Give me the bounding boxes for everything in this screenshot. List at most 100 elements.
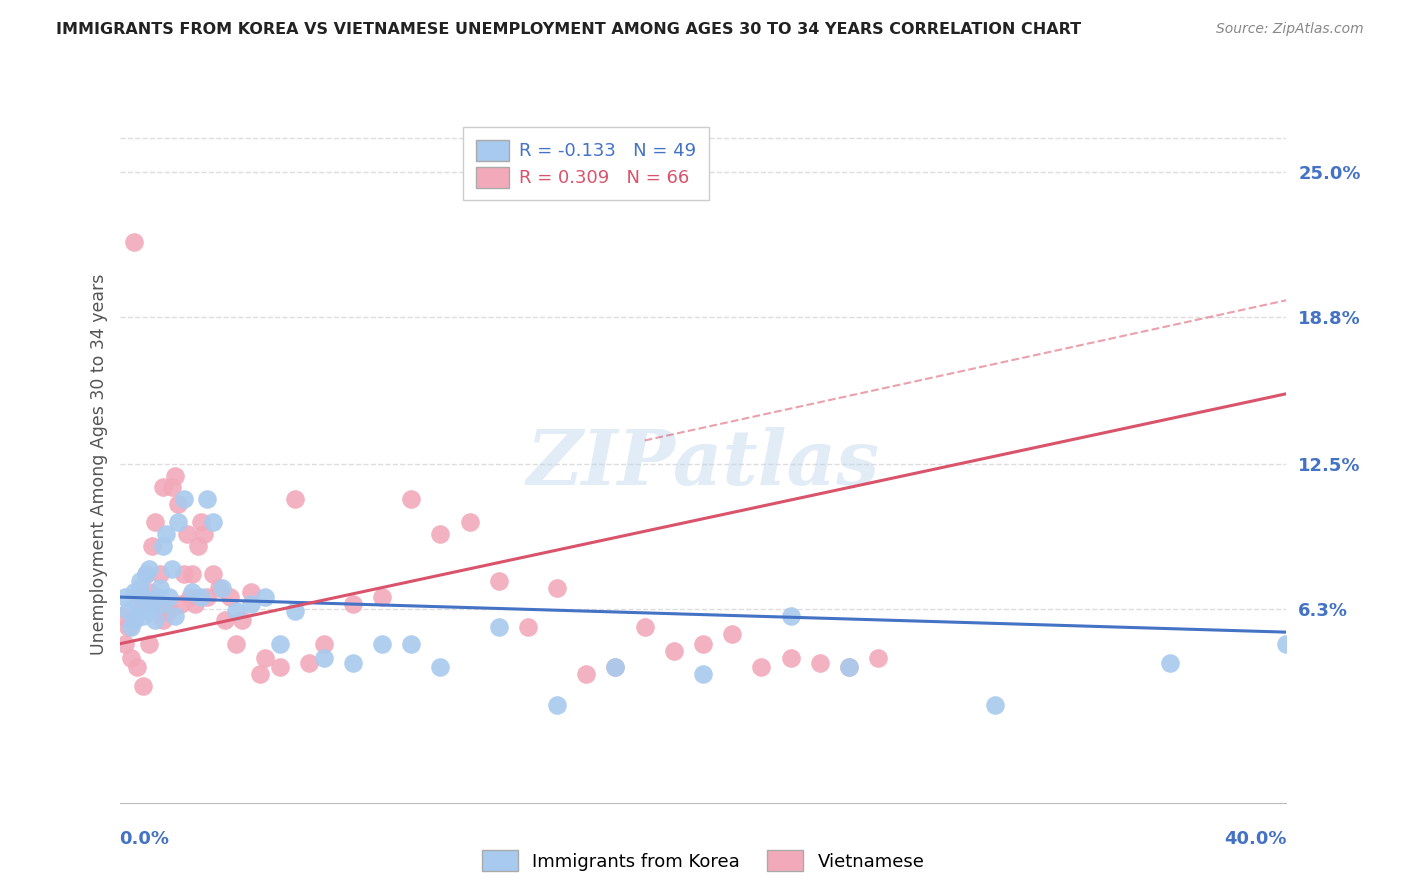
Point xyxy=(239,597,262,611)
Point xyxy=(141,597,163,611)
Point xyxy=(138,562,160,576)
Point xyxy=(605,660,627,674)
Point xyxy=(342,597,364,611)
Point xyxy=(283,491,307,506)
Point xyxy=(692,667,714,681)
Point xyxy=(143,516,166,530)
Point xyxy=(152,539,174,553)
Point xyxy=(173,566,195,581)
Point xyxy=(138,637,160,651)
Legend: R = -0.133   N = 49, R = 0.309   N = 66: R = -0.133 N = 49, R = 0.309 N = 66 xyxy=(464,128,709,201)
Point xyxy=(132,590,155,604)
Text: 0.0%: 0.0% xyxy=(120,830,170,848)
Point xyxy=(488,620,510,634)
Point xyxy=(195,491,218,506)
Point xyxy=(190,590,212,604)
Text: ZIPatlas: ZIPatlas xyxy=(526,427,880,500)
Point xyxy=(120,620,142,634)
Point xyxy=(129,574,152,588)
Point xyxy=(193,527,215,541)
Point xyxy=(312,651,335,665)
Point xyxy=(633,620,655,634)
Point xyxy=(132,679,155,693)
Point xyxy=(662,644,685,658)
Point xyxy=(114,590,136,604)
Point xyxy=(146,590,169,604)
Point xyxy=(152,614,174,628)
Point xyxy=(157,604,180,618)
Point xyxy=(160,562,183,576)
Point xyxy=(181,585,204,599)
Point xyxy=(721,627,744,641)
Point xyxy=(546,698,568,712)
Point xyxy=(692,637,714,651)
Text: 40.0%: 40.0% xyxy=(1225,830,1286,848)
Point xyxy=(138,585,160,599)
Point xyxy=(179,590,201,604)
Point xyxy=(114,637,136,651)
Point xyxy=(458,516,481,530)
Point xyxy=(225,604,247,618)
Point xyxy=(184,597,207,611)
Point xyxy=(152,480,174,494)
Point xyxy=(117,620,139,634)
Point xyxy=(1275,637,1298,651)
Point xyxy=(155,604,177,618)
Point xyxy=(125,660,148,674)
Point xyxy=(429,527,451,541)
Point xyxy=(141,539,163,553)
Point xyxy=(135,566,157,581)
Point xyxy=(429,660,451,674)
Point xyxy=(122,585,145,599)
Point xyxy=(166,516,188,530)
Point xyxy=(605,660,627,674)
Point xyxy=(146,597,169,611)
Point xyxy=(254,651,277,665)
Point xyxy=(163,608,186,623)
Point xyxy=(176,527,198,541)
Point xyxy=(399,491,422,506)
Point xyxy=(132,597,155,611)
Point xyxy=(163,468,186,483)
Point xyxy=(211,581,233,595)
Y-axis label: Unemployment Among Ages 30 to 34 years: Unemployment Among Ages 30 to 34 years xyxy=(90,273,108,655)
Point xyxy=(111,608,134,623)
Point xyxy=(269,637,291,651)
Point xyxy=(254,590,277,604)
Point xyxy=(838,660,860,674)
Point xyxy=(269,660,291,674)
Point xyxy=(132,608,155,623)
Point xyxy=(517,620,540,634)
Text: IMMIGRANTS FROM KOREA VS VIETNAMESE UNEMPLOYMENT AMONG AGES 30 TO 34 YEARS CORRE: IMMIGRANTS FROM KOREA VS VIETNAMESE UNEM… xyxy=(56,22,1081,37)
Point xyxy=(138,604,160,618)
Point xyxy=(170,597,193,611)
Point xyxy=(546,581,568,595)
Point xyxy=(239,585,262,599)
Point xyxy=(149,566,172,581)
Point xyxy=(342,656,364,670)
Point xyxy=(231,614,253,628)
Point xyxy=(122,614,145,628)
Point xyxy=(190,516,212,530)
Point xyxy=(122,614,145,628)
Point xyxy=(808,656,831,670)
Point xyxy=(225,637,247,651)
Text: Source: ZipAtlas.com: Source: ZipAtlas.com xyxy=(1216,22,1364,37)
Point xyxy=(157,590,180,604)
Point xyxy=(219,590,242,604)
Point xyxy=(117,604,139,618)
Point xyxy=(166,497,188,511)
Point xyxy=(749,660,772,674)
Point xyxy=(838,660,860,674)
Point xyxy=(160,480,183,494)
Point xyxy=(155,527,177,541)
Point xyxy=(575,667,598,681)
Point xyxy=(135,566,157,581)
Point xyxy=(1159,656,1181,670)
Point xyxy=(149,581,172,595)
Point xyxy=(152,597,174,611)
Point xyxy=(120,651,142,665)
Point xyxy=(312,637,335,651)
Point xyxy=(283,604,307,618)
Point xyxy=(201,516,224,530)
